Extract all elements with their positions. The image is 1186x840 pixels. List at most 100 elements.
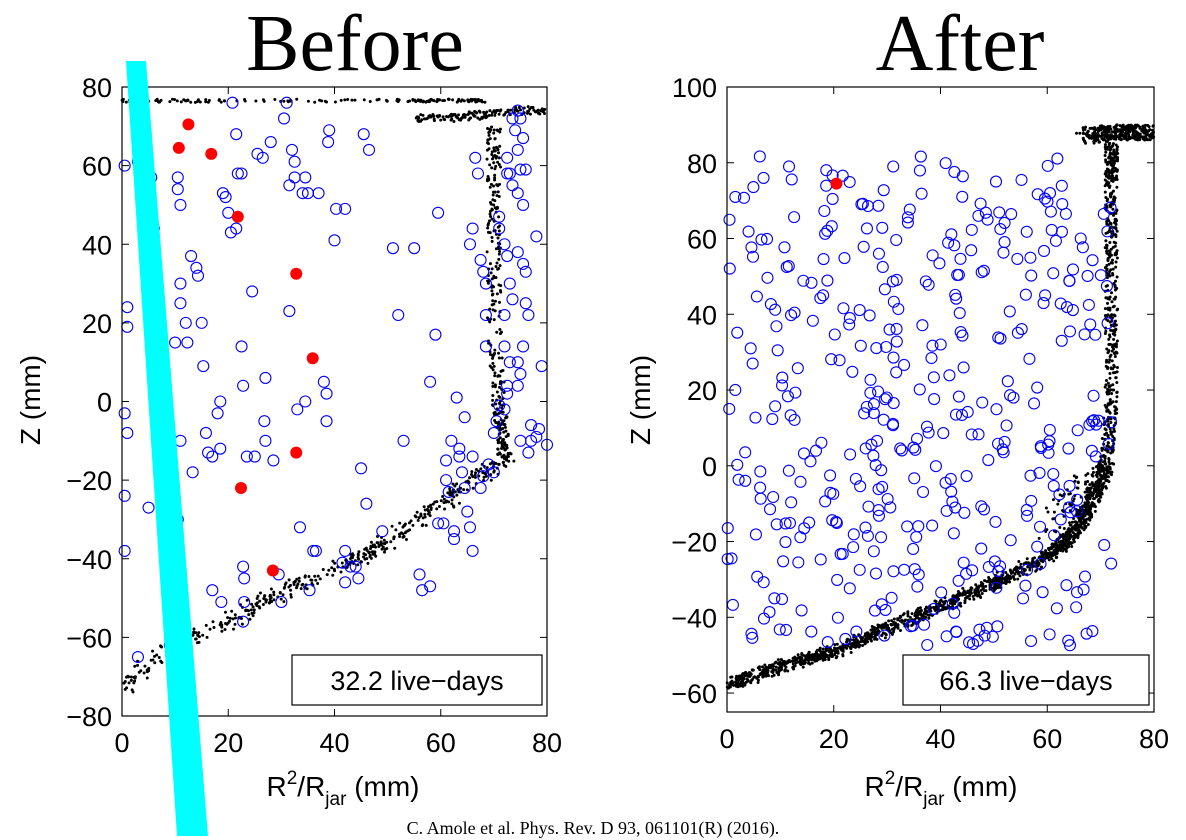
event-dot — [1001, 577, 1005, 581]
event-dot — [496, 441, 500, 445]
event-dot — [868, 637, 872, 641]
event-dot — [1109, 247, 1113, 251]
event-dot — [243, 98, 247, 102]
candidate-circle — [785, 496, 798, 509]
event-dot — [1109, 353, 1113, 357]
event-dot — [289, 595, 293, 599]
event-dot — [968, 594, 972, 598]
event-dot — [846, 644, 850, 648]
y-tick-label: 80 — [687, 149, 717, 179]
event-dot — [127, 681, 131, 685]
event-dot — [1070, 520, 1074, 524]
before-x-axis-label-mid: /R — [297, 771, 325, 802]
event-dot — [1098, 488, 1102, 492]
candidate-circle — [479, 308, 492, 322]
event-dot — [1115, 286, 1119, 290]
candidate-circle — [746, 357, 759, 370]
event-dot — [498, 382, 502, 386]
event-dot — [924, 612, 928, 616]
event-dot — [509, 108, 513, 112]
candidate-circle — [1037, 244, 1051, 257]
event-dot — [940, 604, 944, 608]
candidate-circle — [794, 475, 807, 488]
event-dot — [532, 108, 536, 112]
event-dot — [467, 110, 471, 114]
event-dot — [496, 225, 500, 229]
event-dot — [474, 110, 478, 114]
event-dot — [157, 655, 161, 659]
event-dot — [1107, 252, 1111, 256]
event-dot — [745, 677, 749, 681]
event-dot — [512, 459, 516, 463]
event-dot — [1093, 126, 1097, 130]
event-dot — [743, 674, 747, 678]
event-dot — [918, 617, 922, 621]
event-dot — [917, 610, 921, 614]
event-dot — [748, 675, 752, 679]
event-dot — [1107, 337, 1111, 341]
event-dot — [491, 368, 495, 372]
event-dot — [822, 652, 826, 656]
event-dot — [1105, 347, 1109, 351]
candidate-circle — [386, 242, 399, 255]
candidate-circle — [907, 441, 920, 454]
candidate-circle — [853, 563, 866, 576]
event-dot — [1135, 123, 1139, 127]
event-dot — [801, 665, 805, 669]
candidate-circle — [869, 567, 883, 580]
event-dot — [456, 488, 460, 492]
candidate-circle — [330, 202, 343, 215]
event-dot — [353, 98, 357, 102]
candidate-circle — [171, 171, 184, 184]
event-dot — [1095, 465, 1099, 469]
candidate-circle — [509, 124, 522, 137]
candidate-circle — [894, 442, 907, 455]
event-dot — [450, 117, 454, 121]
event-dot — [220, 625, 224, 629]
event-dot — [1106, 366, 1110, 370]
event-dot — [898, 629, 902, 633]
event-dot — [420, 118, 424, 122]
candidate-circle — [214, 395, 227, 408]
event-dot — [1105, 263, 1109, 267]
candidate-circle — [479, 277, 492, 290]
event-dot — [471, 486, 475, 490]
event-dot — [1100, 464, 1104, 468]
candidate-circle — [211, 407, 224, 420]
event-dot — [1051, 498, 1055, 502]
candidate-circle — [901, 520, 914, 533]
event-dot — [262, 597, 266, 601]
candidate-circle — [349, 560, 362, 573]
candidate-circle — [880, 340, 893, 354]
before-y-axis-label: Z (mm) — [15, 355, 46, 445]
event-dot — [766, 669, 770, 673]
event-dot — [1004, 570, 1008, 574]
candidate-circle — [1063, 479, 1076, 492]
candidate-circle — [887, 295, 900, 308]
event-dot — [282, 99, 286, 103]
candidate-circle — [991, 620, 1004, 633]
event-dot — [1077, 519, 1081, 523]
event-dot — [497, 215, 501, 219]
candidate-circle — [907, 542, 920, 556]
candidate-circle — [437, 517, 450, 530]
event-dot — [1109, 420, 1113, 424]
candidate-circle — [442, 485, 455, 498]
candidate-circle — [498, 340, 511, 353]
candidate-circle — [226, 96, 239, 109]
event-dot — [381, 545, 385, 549]
candidate-circle — [721, 552, 734, 566]
event-dot — [198, 100, 202, 104]
event-dot — [1118, 124, 1122, 128]
candidate-circle — [760, 232, 774, 246]
event-dot — [1114, 376, 1118, 380]
event-dot — [1112, 429, 1116, 433]
candidate-circle — [744, 342, 757, 355]
event-dot — [492, 155, 496, 159]
candidate-circle — [867, 545, 880, 558]
candidate-circle — [474, 253, 487, 267]
event-dot — [455, 493, 459, 497]
candidate-circle — [1001, 375, 1014, 388]
event-dot — [1072, 474, 1076, 478]
event-dot — [791, 662, 795, 666]
